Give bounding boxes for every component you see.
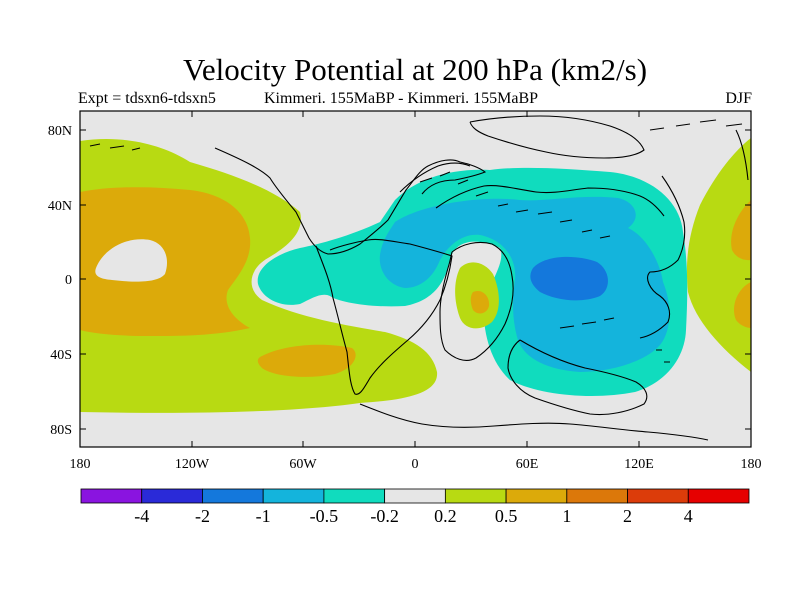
coastline-tethys-islands bbox=[419, 171, 611, 239]
colorbar-swatch bbox=[262, 488, 325, 504]
colorbar-swatch bbox=[505, 488, 568, 504]
colorbar-label: 1 bbox=[562, 506, 571, 526]
coastlines bbox=[89, 115, 749, 441]
colorbar-swatch bbox=[202, 488, 264, 504]
axis-ticks bbox=[79, 111, 752, 447]
colorbar bbox=[80, 488, 750, 504]
contour-fill-0.5-eastedge-south bbox=[733, 282, 751, 328]
colorbar-swatch bbox=[384, 488, 446, 504]
coastline-tethys-north bbox=[435, 185, 665, 217]
contour-fill-neg1-indian bbox=[530, 256, 608, 301]
map-title: Velocity Potential at 200 hPa (km2/s) bbox=[182, 52, 648, 87]
coastline-north-atlantic bbox=[399, 162, 471, 193]
lon-label: 60E bbox=[516, 457, 539, 472]
colorbar-label: -0.5 bbox=[310, 506, 339, 526]
colorbar-label: 0.2 bbox=[434, 506, 457, 526]
colorbar-label: -4 bbox=[134, 506, 149, 526]
coastline-antarctic bbox=[359, 403, 709, 441]
lon-label: 120W bbox=[175, 457, 210, 472]
contour-fill-0.5-eastedge-north bbox=[731, 200, 751, 261]
map-panel bbox=[80, 111, 751, 447]
colorbar-label: 0.5 bbox=[495, 506, 518, 526]
coastline-east-asia bbox=[639, 175, 686, 339]
lon-label: 180 bbox=[70, 457, 91, 472]
colorbar-swatch bbox=[687, 488, 750, 504]
colorbar-swatch bbox=[323, 488, 386, 504]
lat-label: 0 bbox=[65, 273, 72, 288]
colorbar-label: -0.2 bbox=[370, 506, 399, 526]
colorbar-labels: -4 -2 -1 -0.5 -0.2 0.2 0.5 1 2 4 bbox=[134, 506, 693, 526]
coastline-africa-eurasia bbox=[439, 241, 514, 361]
coastline-islands-north bbox=[89, 119, 743, 151]
lat-label: 80N bbox=[48, 124, 72, 139]
experiment-label: Expt = tdsxn6-tdsxn5 bbox=[78, 90, 216, 107]
season-label: DJF bbox=[725, 90, 752, 107]
lat-label: 40N bbox=[48, 199, 72, 214]
contour-fill-0.5-africa bbox=[470, 290, 490, 314]
contour-fill-neg0.5-tethys bbox=[379, 196, 670, 372]
colorbar-swatch bbox=[627, 488, 689, 504]
lon-label: 60W bbox=[289, 457, 317, 472]
colorbar-swatch bbox=[80, 488, 143, 504]
coastline-indian-islands bbox=[559, 317, 670, 363]
coastline-south-america bbox=[315, 238, 453, 395]
lon-label: 180 bbox=[741, 457, 762, 472]
colorbar-swatch bbox=[566, 488, 628, 504]
lat-label: 40S bbox=[50, 348, 72, 363]
colorbar-label: 4 bbox=[684, 506, 693, 526]
contour-fill-neutral-pacific bbox=[95, 239, 168, 282]
colorbar-swatch bbox=[141, 488, 203, 504]
lat-label: 80S bbox=[50, 423, 72, 438]
coastline-north-america bbox=[214, 147, 487, 255]
lon-label: 0 bbox=[412, 457, 419, 472]
contour-fill-0.5-southpacific bbox=[257, 344, 356, 377]
colorbar-label: 2 bbox=[623, 506, 632, 526]
coastline-gondwana-east bbox=[507, 339, 648, 416]
run-comparison-label: Kimmeri. 155MaBP - Kimmeri. 155MaBP bbox=[264, 90, 539, 107]
latitude-labels: 80N 40N 0 40S 80S bbox=[48, 124, 72, 438]
coastline-east-edge bbox=[735, 129, 749, 181]
colorbar-label: -1 bbox=[256, 506, 271, 526]
lon-label: 120E bbox=[624, 457, 654, 472]
colorbar-swatch bbox=[444, 488, 507, 504]
coastline-arctic bbox=[469, 115, 645, 159]
colorbar-label: -2 bbox=[195, 506, 210, 526]
longitude-labels: 180 120W 60W 0 60E 120E 180 bbox=[70, 457, 762, 472]
